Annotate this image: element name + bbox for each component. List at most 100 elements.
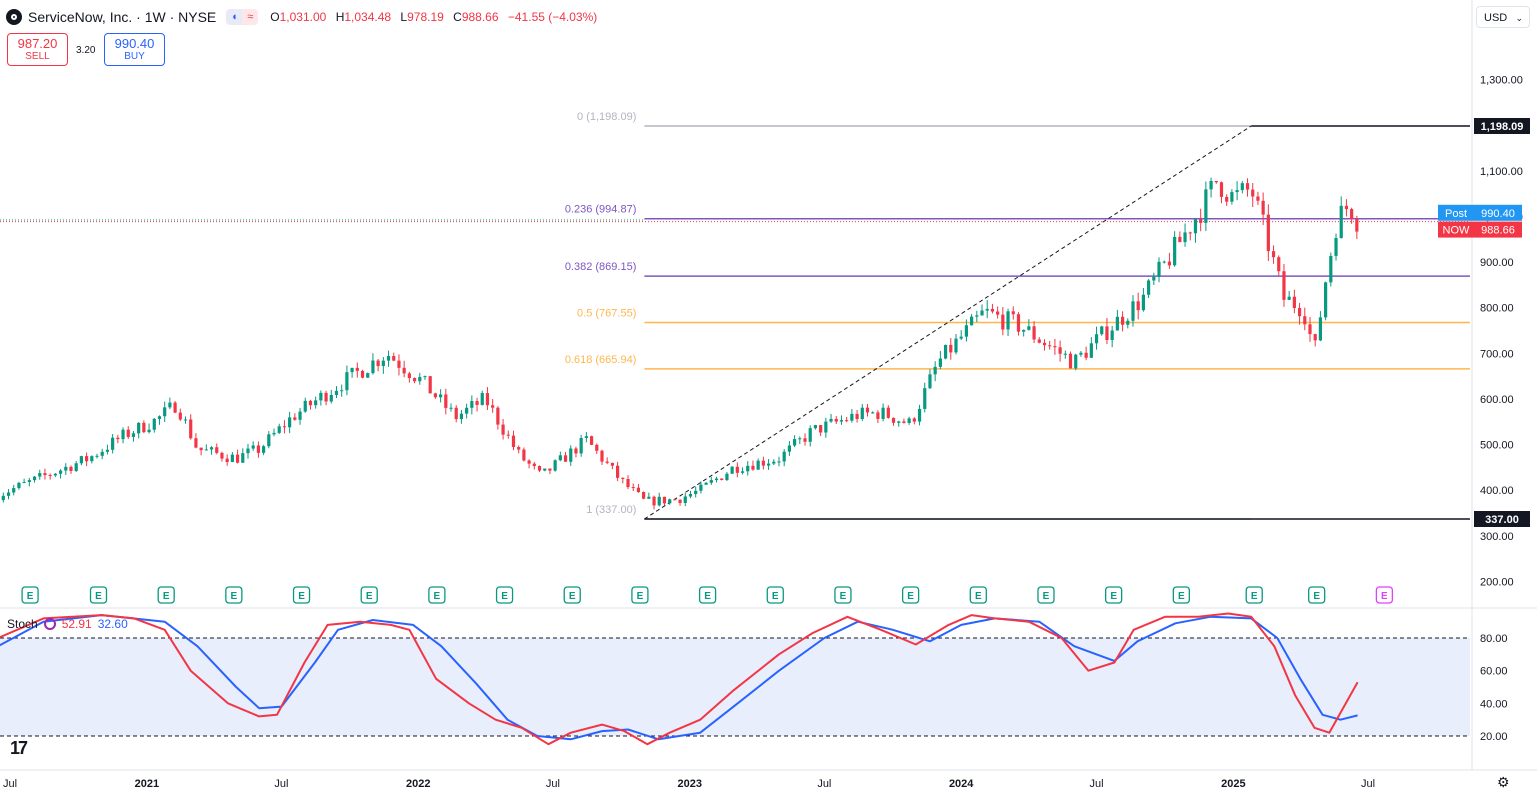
candle-body [392,355,396,361]
time-tick-label: Jul [3,778,17,790]
candle [340,384,344,397]
candle-body [58,470,63,474]
currency-select[interactable]: USD ⌄ [1476,6,1530,28]
candle-body [616,465,620,478]
earnings-marker-label: E [1381,591,1388,602]
candle [1105,317,1109,345]
candle [1058,340,1062,362]
price-change: −41.55 (−4.03%) [507,10,598,24]
candle-body [746,465,750,472]
candle [772,459,776,466]
candle [428,376,432,394]
stoch-band [0,638,1470,736]
candle-body [1188,232,1192,234]
candle-body [574,448,578,454]
candle-body [943,344,948,359]
candle [829,413,833,423]
indicator-settings-icon[interactable] [43,618,56,630]
candle [1162,260,1166,264]
candle-body [178,412,182,420]
candle-body [412,378,417,382]
candle-body [298,411,302,420]
candle-body [340,390,344,392]
candle-body [449,407,453,409]
candle [668,498,672,505]
candle-body [1032,326,1036,340]
candle-body [709,480,713,483]
earnings-marker-box [631,586,649,604]
candle [69,465,73,474]
stoch-name: Stoch [7,617,38,631]
candle-body [678,499,682,503]
earnings-marker-box [698,586,717,604]
candle-body [871,412,875,414]
chart-legend: ServiceNow, Inc. · 1W · NYSE ◖ ≈ O1,031.… [6,6,603,28]
fib-level-label: 0.5 (767.55) [577,307,636,319]
candle [74,461,78,472]
candle [1225,194,1229,207]
candle [1074,353,1078,371]
price-label-text: 990.40 [1481,208,1515,220]
candle-body [798,438,802,440]
price-tick-label: 1,100.00 [1480,166,1523,178]
candle-body [725,473,729,481]
candle-body [376,360,380,367]
candle-body [819,425,823,433]
candle-body [1277,257,1281,272]
symbol-title[interactable]: ServiceNow, Inc. · 1W · NYSE [28,9,217,25]
earnings-marker-icon: E [225,586,243,604]
sell-button[interactable]: 987.20 SELL [7,33,68,66]
candle [402,360,406,378]
candle-body [386,355,391,361]
candle [704,482,708,485]
candle-body [720,478,724,481]
market-status-icon[interactable]: ◖ [226,9,243,25]
candle-body [600,450,604,462]
earnings-marker-icon: E [1245,586,1263,604]
tradingview-logo-icon[interactable]: 17 [10,738,28,758]
price-label-text: 988.66 [1481,225,1515,237]
settings-gear-icon[interactable]: ⚙ [1497,774,1510,790]
candle-body [1230,192,1234,202]
candle [189,414,193,440]
candle [58,469,63,479]
candle [1318,311,1323,342]
candle [943,344,948,360]
candle [355,362,359,378]
candle-body [579,437,583,454]
buy-button[interactable]: 990.40 BUY [104,33,165,66]
ohlc-close-key: C [453,10,462,24]
earnings-marker-label: E [569,591,576,602]
candle [465,403,469,419]
candle-body [949,344,953,353]
candle [168,397,172,410]
candle-body [834,418,838,422]
candle [652,495,656,510]
ohlc-open: 1,031.00 [279,10,327,24]
candle [418,372,422,385]
candle [32,476,37,483]
candle [220,451,224,462]
legend-toggles[interactable]: ◖ ≈ [226,9,259,25]
candle [1042,339,1047,351]
candle [1235,181,1239,201]
candle [12,484,16,496]
price-label-text: 337.00 [1485,514,1519,526]
candle-body [485,393,490,406]
candle [282,420,287,434]
candle [48,473,52,480]
candle-body [1131,301,1135,321]
candle-body [1303,316,1307,325]
candle [194,433,198,449]
candle [53,473,57,477]
stoch-legend[interactable]: Stoch 52.91 32.60 [7,617,128,631]
candle-body [267,434,271,447]
servicenow-logo-icon [6,9,22,25]
candle [990,303,995,314]
candle [386,350,391,367]
candle [938,350,942,370]
candle [1131,295,1135,327]
price-tick-label: 700.00 [1480,348,1514,360]
data-delay-icon[interactable]: ≈ [242,9,259,25]
